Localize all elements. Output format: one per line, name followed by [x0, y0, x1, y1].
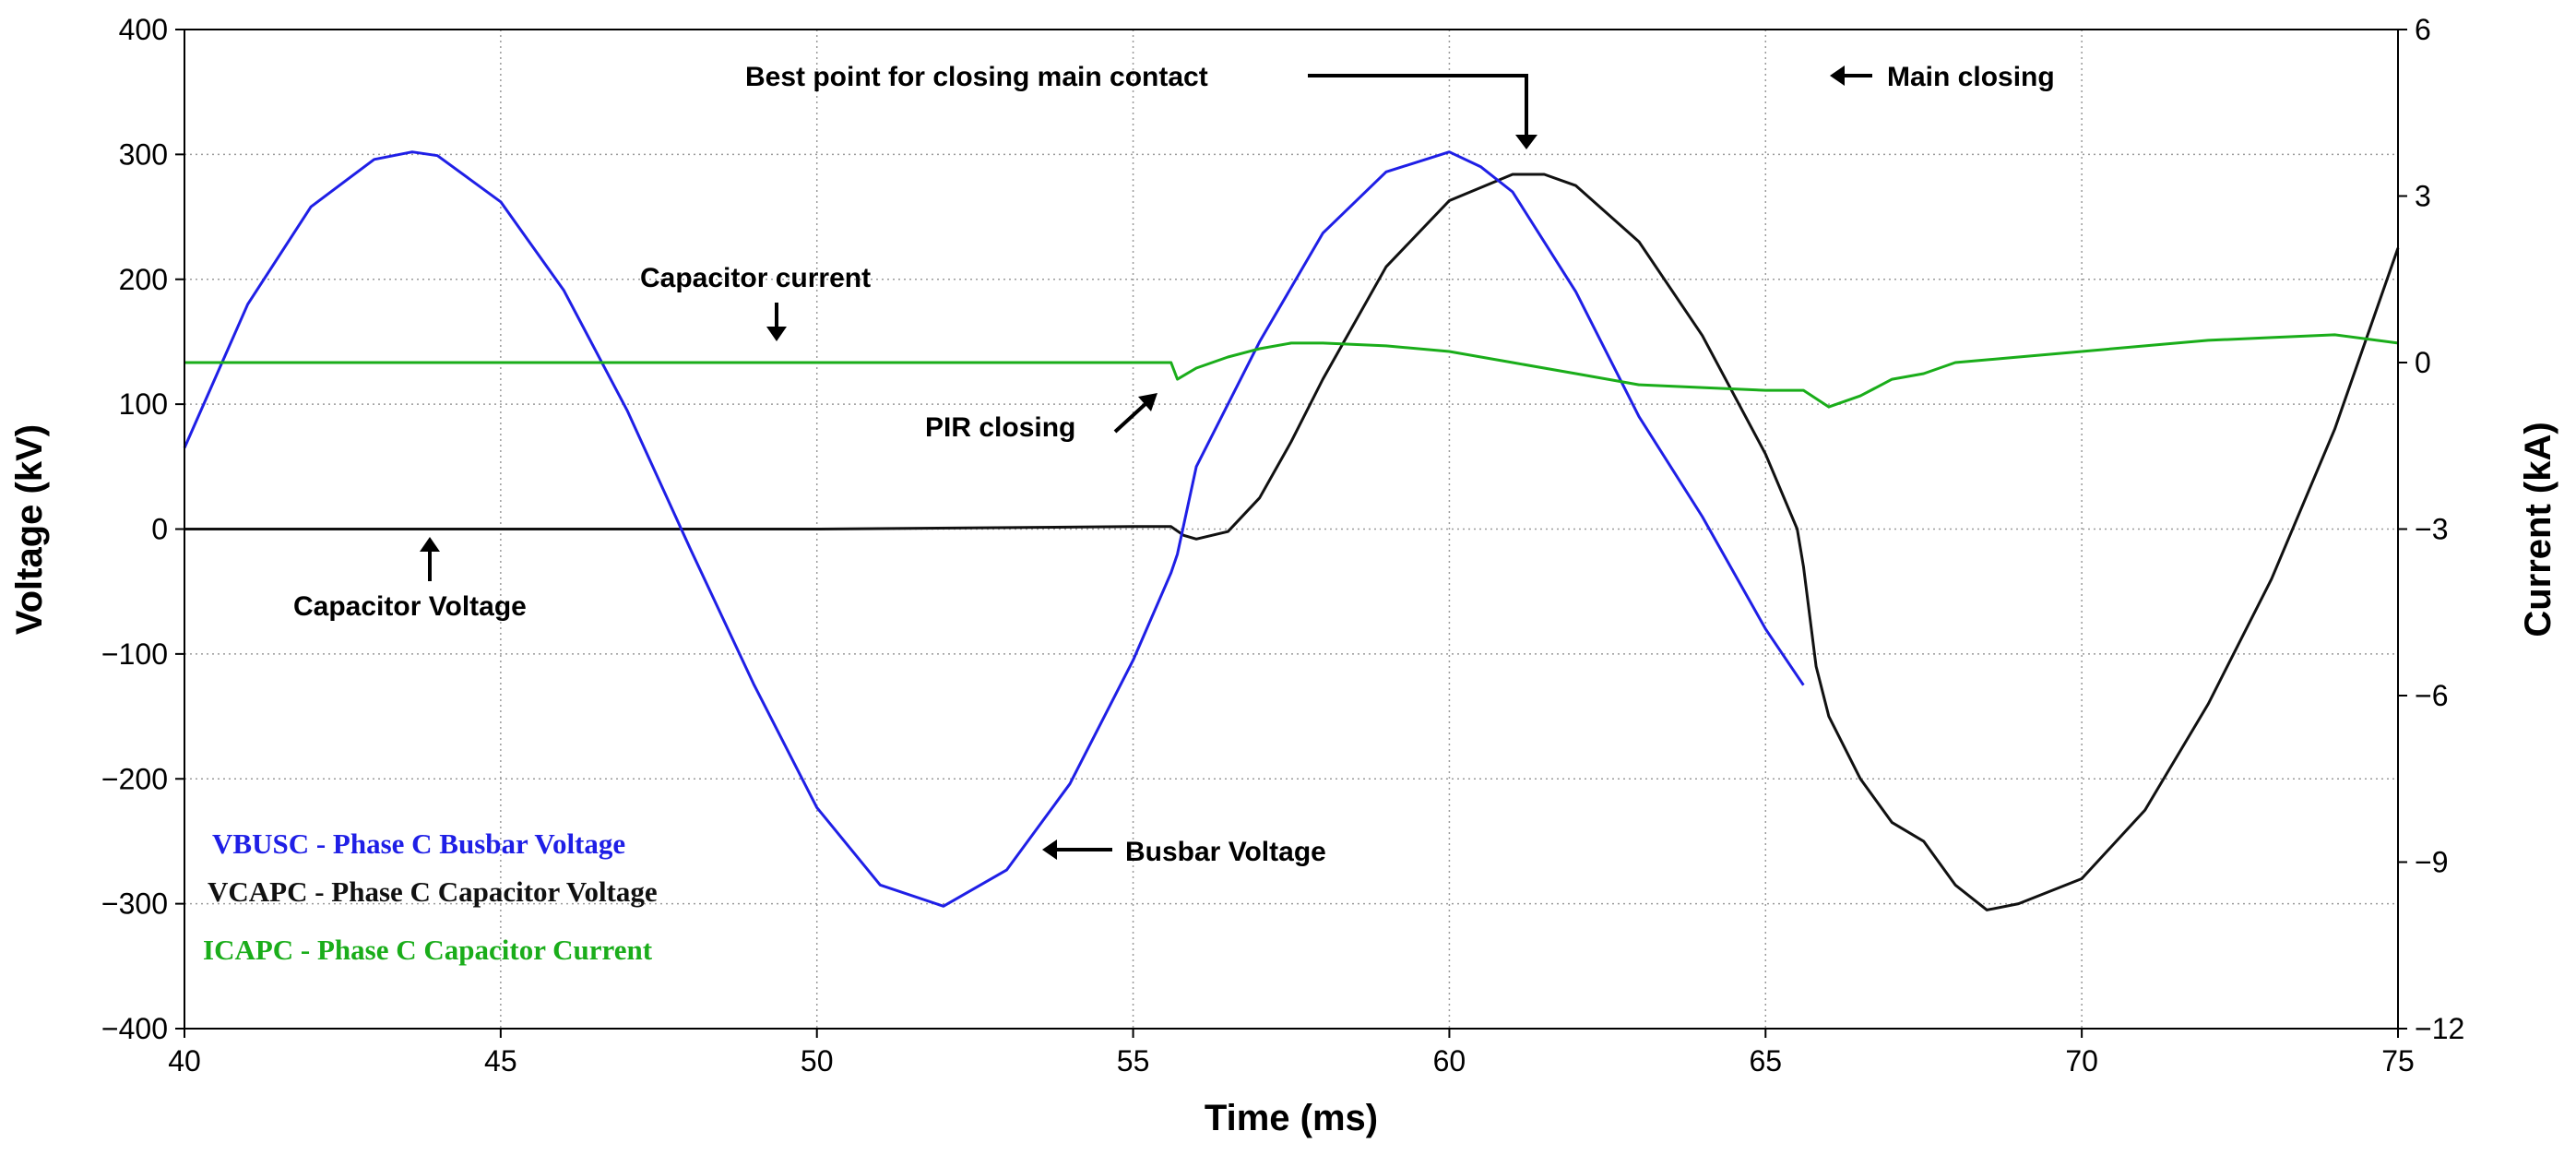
x-tick-label: 70: [2065, 1044, 2098, 1078]
annotation-capacitor-voltage: Capacitor Voltage: [293, 591, 527, 622]
legend-entry-vbusc: VBUSC - Phase C Busbar Voltage: [212, 828, 625, 860]
x-tick-label: 50: [801, 1044, 834, 1078]
x-tick-label: 55: [1117, 1044, 1150, 1078]
x-tick-label: 40: [168, 1044, 201, 1078]
y-tick-label: −200: [101, 762, 168, 795]
x-tick-label: 75: [2381, 1044, 2415, 1078]
x-tick-label: 65: [1749, 1044, 1782, 1078]
y2-tick-label: 3: [2415, 180, 2431, 213]
y2-tick-label: 6: [2415, 13, 2431, 46]
y2-tick-label: −9: [2415, 846, 2448, 879]
annotation-capacitor-current: Capacitor current: [640, 263, 871, 293]
x-tick-label: 60: [1433, 1044, 1466, 1078]
legend-entry-vcapc: VCAPC - Phase C Capacitor Voltage: [208, 875, 658, 908]
x-axis-title: Time (ms): [1205, 1098, 1378, 1138]
y-tick-label: −100: [101, 637, 168, 671]
legend-entry-icapc: ICAPC - Phase C Capacitor Current: [203, 934, 653, 966]
y-tick-label: −400: [101, 1012, 168, 1045]
x-tick-label: 45: [484, 1044, 517, 1078]
y-tick-label: −300: [101, 887, 168, 921]
y-tick-label: 100: [119, 387, 168, 421]
y2-tick-label: −6: [2415, 679, 2448, 712]
annotation-main-closing: Main closing: [1887, 62, 2055, 92]
legend: VBUSC - Phase C Busbar Voltage VCAPC - P…: [203, 828, 658, 966]
y-tick-label: 300: [119, 137, 168, 171]
annotation-busbar-voltage: Busbar Voltage: [1125, 837, 1326, 867]
y-axis-title: Voltage (kV): [9, 424, 50, 635]
y2-tick-label: −3: [2415, 513, 2448, 546]
y2-tick-label: 0: [2415, 346, 2431, 379]
y-tick-label: 0: [151, 513, 168, 546]
annotation-best-point: Best point for closing main contact: [745, 62, 1208, 92]
annotation-pir-closing: PIR closing: [925, 412, 1075, 443]
y2-tick-label: −12: [2415, 1012, 2464, 1045]
y2-axis-title: Current (kA): [2518, 422, 2558, 637]
y-tick-label: 200: [119, 263, 168, 296]
y-tick-label: 400: [119, 13, 168, 46]
